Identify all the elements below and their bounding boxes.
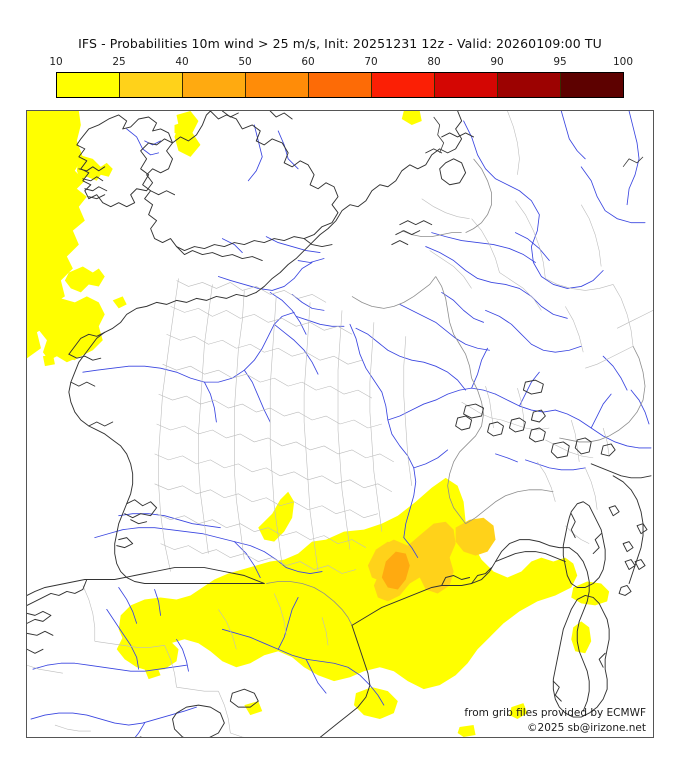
prob-area-med-dot-d: [144, 665, 161, 680]
colorbar-segment: [498, 73, 561, 97]
prob-area-atlantic-dot-a: [66, 346, 81, 361]
colorbar-segment: [120, 73, 183, 97]
map-svg: [27, 111, 653, 737]
colorbar-tick: 10: [49, 56, 63, 68]
prob-area-med-dot-c: [244, 701, 263, 716]
admin-borders-layer: [27, 111, 653, 737]
prob-area-med-lobe-south: [353, 687, 398, 720]
rivers-layer: [30, 111, 652, 737]
colorbar-tick: 25: [112, 56, 126, 68]
colorbar-legend: 10 25 40 50 60 70 80 90 95 100: [49, 56, 633, 98]
prob-area-north-sea-b: [401, 111, 422, 125]
coastlines-layer: [27, 111, 652, 737]
colorbar-segment: [183, 73, 246, 97]
title-bar: IFS - Probabilities 10m wind > 25 m/s, I…: [0, 36, 680, 51]
colorbar-segment: [57, 73, 120, 97]
colorbar-gradient: [56, 72, 624, 98]
map-canvas[interactable]: [26, 110, 654, 738]
probability-contour-layer: [27, 111, 610, 737]
prob-area-west-sardinia: [571, 621, 592, 654]
colorbar-tick: 60: [301, 56, 315, 68]
prob-area-med-dot-a: [509, 703, 528, 720]
colorbar-tick: 50: [238, 56, 252, 68]
prob-area-aragon-dot: [341, 659, 354, 672]
page-title: IFS - Probabilities 10m wind > 25 m/s, I…: [78, 36, 602, 51]
colorbar-segment: [561, 73, 623, 97]
colorbar-tick: 70: [364, 56, 378, 68]
prob-area-atlantic-sw: [38, 296, 105, 363]
colorbar-segment: [435, 73, 498, 97]
prob-area-atlantic-nw: [27, 111, 87, 359]
prob-area-ligurian-sea: [258, 491, 295, 542]
prob-area-north-sea-a: [174, 111, 201, 157]
prob-area-balearic-sea: [116, 631, 179, 672]
country-borders-layer: [266, 158, 646, 626]
colorbar-segment: [246, 73, 309, 97]
prob-area-atlantic-dot-c: [42, 354, 55, 367]
prob-area-celtic-sea: [64, 266, 105, 293]
colorbar-tick: 100: [612, 56, 634, 68]
prob-area-core-40: [381, 551, 410, 590]
colorbar-segment: [309, 73, 372, 97]
colorbar-tick: 90: [490, 56, 504, 68]
country-outline-emphasis-layer: [433, 116, 644, 168]
colorbar-tick: 40: [175, 56, 189, 68]
colorbar-tick: 95: [553, 56, 567, 68]
prob-area-med-dot-b: [457, 725, 476, 737]
prob-area-atlantic-dot-b: [112, 296, 127, 309]
prob-area-core-25-b: [455, 517, 496, 556]
colorbar-segment: [372, 73, 435, 97]
colorbar-tick-labels: 10 25 40 50 60 70 80 90 95 100: [49, 56, 633, 72]
colorbar-tick: 80: [427, 56, 441, 68]
